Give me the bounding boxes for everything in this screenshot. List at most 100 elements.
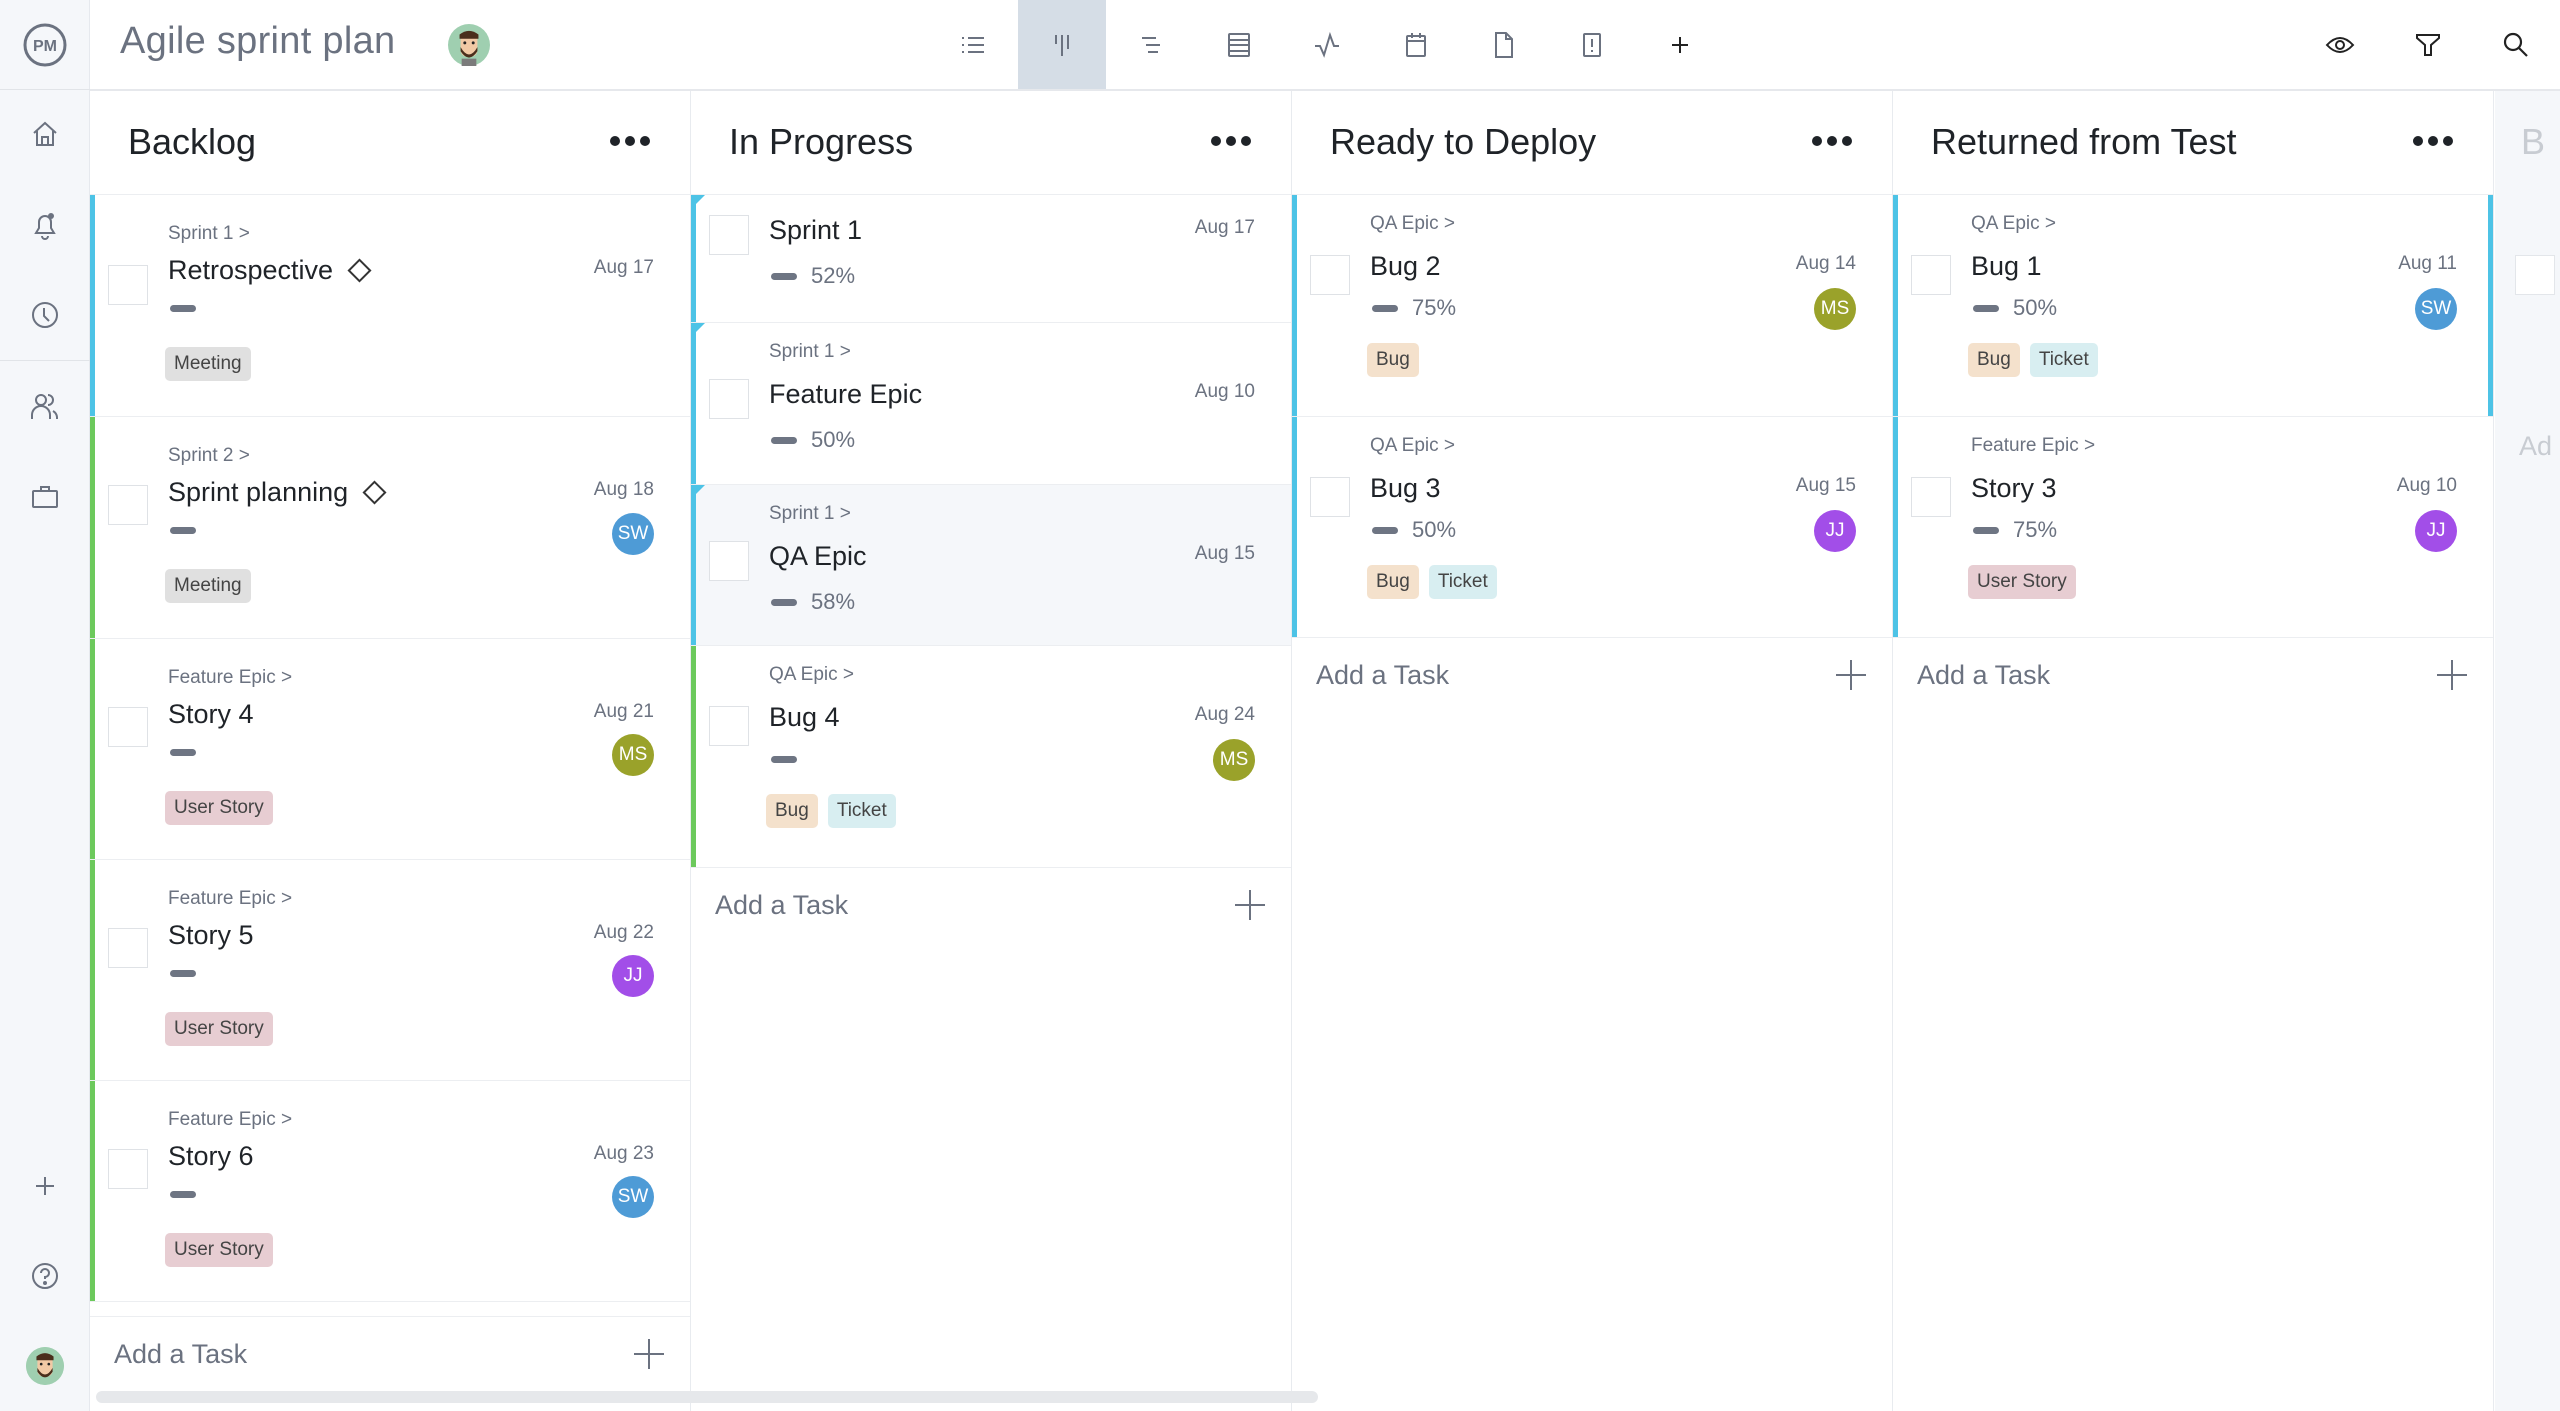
add-task-button[interactable]: Add a Task <box>1893 638 2493 718</box>
task-card[interactable]: QA Epic > Bug 4 Aug 24 MS Bug Ticket <box>691 646 1291 868</box>
task-name[interactable]: Sprint 1 <box>769 215 863 245</box>
task-checkbox[interactable] <box>108 707 148 747</box>
task-name[interactable]: Story 3 <box>1971 473 2057 503</box>
task-name[interactable]: Sprint planning <box>168 477 387 508</box>
card-breadcrumb[interactable]: Sprint 1 > <box>168 223 250 244</box>
assignee-avatar[interactable]: MS <box>1213 739 1255 781</box>
task-checkbox[interactable] <box>709 706 749 746</box>
assignee-avatar[interactable]: MS <box>1814 288 1856 330</box>
tag-ticket[interactable]: Ticket <box>1428 565 1497 599</box>
tag-meeting[interactable]: Meeting <box>165 347 251 381</box>
task-checkbox[interactable] <box>108 485 148 525</box>
filter-button[interactable] <box>2393 0 2463 89</box>
project-owner-avatar[interactable] <box>448 24 490 71</box>
task-checkbox[interactable] <box>1310 255 1350 295</box>
task-name[interactable]: Story 4 <box>168 699 254 729</box>
tag-user-story[interactable]: User Story <box>165 1233 273 1267</box>
assignee-avatar[interactable]: JJ <box>2415 510 2457 552</box>
visibility-button[interactable] <box>2305 0 2375 89</box>
view-tab-sheet[interactable] <box>1195 0 1283 89</box>
column-menu-button[interactable] <box>2403 121 2463 161</box>
add-view-button[interactable] <box>1636 0 1724 89</box>
card-breadcrumb[interactable]: QA Epic > <box>1370 435 1456 456</box>
project-title[interactable]: Agile sprint plan <box>120 20 396 62</box>
task-card[interactable]: QA Epic > Bug 2 Aug 14 MS 75% Bug <box>1292 195 1892 417</box>
card-breadcrumb[interactable]: QA Epic > <box>1971 213 2057 234</box>
task-card[interactable]: Sprint 2 > Sprint planning Aug 18 SW Mee… <box>90 417 690 639</box>
sidebar-item-team[interactable] <box>0 376 90 436</box>
task-card[interactable]: Feature Epic > Story 6 Aug 23 SW User St… <box>90 1081 690 1302</box>
add-task-button[interactable]: Add a Task <box>691 868 1291 948</box>
sidebar-help-button[interactable] <box>0 1246 90 1306</box>
card-breadcrumb[interactable]: Feature Epic > <box>168 888 293 909</box>
tag-ticket[interactable]: Ticket <box>827 794 896 828</box>
task-name[interactable]: QA Epic <box>769 541 867 571</box>
task-checkbox[interactable] <box>1911 255 1951 295</box>
tag-ticket[interactable]: Ticket <box>2029 343 2098 377</box>
assignee-avatar[interactable]: SW <box>612 1176 654 1218</box>
card-breadcrumb[interactable]: Feature Epic > <box>168 1109 293 1130</box>
task-card[interactable]: Sprint 1 > Feature Epic Aug 10 50% <box>691 323 1291 485</box>
view-tab-files[interactable] <box>1460 0 1548 89</box>
logo[interactable]: PM <box>0 0 90 90</box>
add-task-partial[interactable]: Ad <box>2519 431 2553 461</box>
sidebar-item-timesheets[interactable] <box>0 285 90 345</box>
task-card[interactable]: Feature Epic > Story 5 Aug 22 JJ User St… <box>90 860 690 1081</box>
assignee-avatar[interactable]: JJ <box>1814 510 1856 552</box>
view-tab-list[interactable] <box>929 0 1017 89</box>
task-name[interactable]: Retrospective <box>168 255 372 286</box>
tag-bug[interactable]: Bug <box>1367 565 1419 599</box>
card-breadcrumb[interactable]: Sprint 2 > <box>168 445 250 466</box>
tag-user-story[interactable]: User Story <box>165 791 273 825</box>
task-checkbox[interactable] <box>709 541 749 581</box>
task-name[interactable]: Bug 3 <box>1370 473 1441 503</box>
tag-user-story[interactable]: User Story <box>165 1012 273 1046</box>
view-tab-gantt[interactable] <box>1107 0 1195 89</box>
task-card[interactable]: QA Epic > Bug 1 Aug 11 SW 50% Bug Ticket <box>1893 195 2493 417</box>
tag-bug[interactable]: Bug <box>1968 343 2020 377</box>
view-tab-risks[interactable] <box>1548 0 1636 89</box>
task-checkbox[interactable] <box>108 265 148 305</box>
task-card[interactable]: Sprint 1 > Retrospective Aug 17 Meeting <box>90 195 690 417</box>
task-card[interactable]: Sprint 1 Aug 17 52% <box>691 195 1291 323</box>
sidebar-item-home[interactable] <box>0 104 90 164</box>
task-checkbox[interactable] <box>2515 255 2555 295</box>
column-menu-button[interactable] <box>1201 121 1261 161</box>
task-checkbox[interactable] <box>709 215 749 255</box>
sidebar-item-notifications[interactable] <box>0 195 90 255</box>
task-name[interactable]: Story 5 <box>168 920 254 950</box>
add-task-button[interactable]: Add a Task <box>90 1316 690 1396</box>
sidebar-add-button[interactable] <box>0 1156 90 1216</box>
column-menu-button[interactable] <box>1802 121 1862 161</box>
card-breadcrumb[interactable]: Feature Epic > <box>1971 435 2096 456</box>
card-breadcrumb[interactable]: Sprint 1 > <box>769 503 851 524</box>
assignee-avatar[interactable]: MS <box>612 734 654 776</box>
task-checkbox[interactable] <box>709 379 749 419</box>
tag-user-story[interactable]: User Story <box>1968 565 2076 599</box>
task-name[interactable]: Bug 4 <box>769 702 840 732</box>
tag-bug[interactable]: Bug <box>1367 343 1419 377</box>
task-checkbox[interactable] <box>1911 477 1951 517</box>
tag-bug[interactable]: Bug <box>766 794 818 828</box>
column-menu-button[interactable] <box>600 121 660 161</box>
card-breadcrumb[interactable]: QA Epic > <box>769 664 855 685</box>
tag-meeting[interactable]: Meeting <box>165 569 251 603</box>
view-tab-calendar[interactable] <box>1372 0 1460 89</box>
horizontal-scrollbar[interactable] <box>96 1391 1318 1403</box>
assignee-avatar[interactable]: JJ <box>612 955 654 997</box>
assignee-avatar[interactable]: SW <box>612 513 654 555</box>
card-breadcrumb[interactable]: QA Epic > <box>1370 213 1456 234</box>
task-checkbox[interactable] <box>108 1149 148 1189</box>
task-name[interactable]: Feature Epic <box>769 379 923 409</box>
column-partial-offscreen[interactable]: B Ad <box>2495 91 2560 1411</box>
task-card[interactable]: QA Epic > Bug 3 Aug 15 JJ 50% Bug Ticket <box>1292 417 1892 638</box>
task-card[interactable]: Feature Epic > Story 4 Aug 21 MS User St… <box>90 639 690 860</box>
task-card[interactable]: Feature Epic > Story 3 Aug 10 JJ 75% Use… <box>1893 417 2493 638</box>
search-button[interactable] <box>2481 0 2551 89</box>
add-task-button[interactable]: Add a Task <box>1292 638 1892 718</box>
task-checkbox[interactable] <box>1310 477 1350 517</box>
view-tab-board[interactable] <box>1018 0 1106 89</box>
task-name[interactable]: Bug 1 <box>1971 251 2042 281</box>
task-card[interactable]: Sprint 1 > QA Epic Aug 15 58% <box>691 485 1291 646</box>
task-name[interactable]: Story 6 <box>168 1141 254 1171</box>
